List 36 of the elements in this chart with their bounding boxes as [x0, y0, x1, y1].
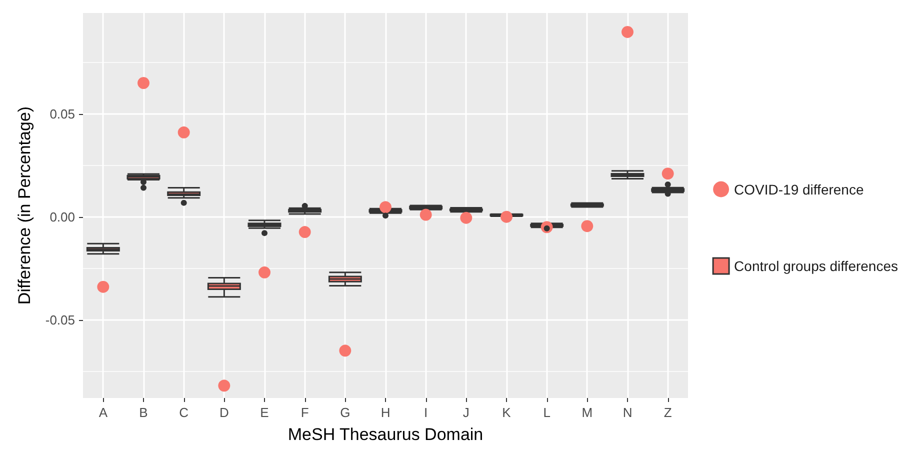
- point: [662, 168, 674, 180]
- point: [622, 26, 634, 38]
- y-tick-label: 0.00: [50, 209, 75, 224]
- y-tick-label: 0.05: [50, 106, 75, 122]
- x-tick-label: I: [424, 405, 428, 420]
- point: [380, 201, 392, 214]
- legend-label: Control groups differences: [734, 258, 898, 274]
- point: [178, 126, 190, 138]
- y-axis-title: Difference (in Percentage): [15, 106, 34, 305]
- y-tick-label: -0.05: [45, 312, 75, 328]
- x-tick-label: A: [98, 405, 108, 420]
- x-tick-label: F: [300, 405, 309, 420]
- point: [460, 212, 472, 224]
- x-tick-label: D: [219, 405, 229, 420]
- x-tick-label: N: [622, 405, 632, 420]
- x-tick-label: L: [543, 405, 550, 420]
- point: [218, 380, 230, 392]
- point: [581, 220, 594, 232]
- x-tick-label: M: [582, 405, 593, 420]
- point: [500, 210, 512, 223]
- point: [420, 208, 432, 221]
- point: [258, 266, 270, 278]
- x-tick-label: K: [502, 405, 512, 420]
- x-tick-label: E: [260, 405, 270, 420]
- x-tick-label: B: [139, 405, 148, 420]
- x-axis-title: MeSH Thesaurus Domain: [288, 425, 484, 444]
- x-tick-label: G: [340, 405, 350, 420]
- point: [138, 77, 150, 89]
- point: [97, 280, 110, 293]
- point: [298, 226, 311, 238]
- legend-label: COVID-19 difference: [734, 181, 864, 198]
- x-tick-label: C: [179, 405, 189, 420]
- point: [339, 344, 352, 357]
- x-tick-label: J: [462, 405, 470, 420]
- x-tick-label: Z: [664, 405, 672, 420]
- x-tick-label: H: [380, 405, 390, 420]
